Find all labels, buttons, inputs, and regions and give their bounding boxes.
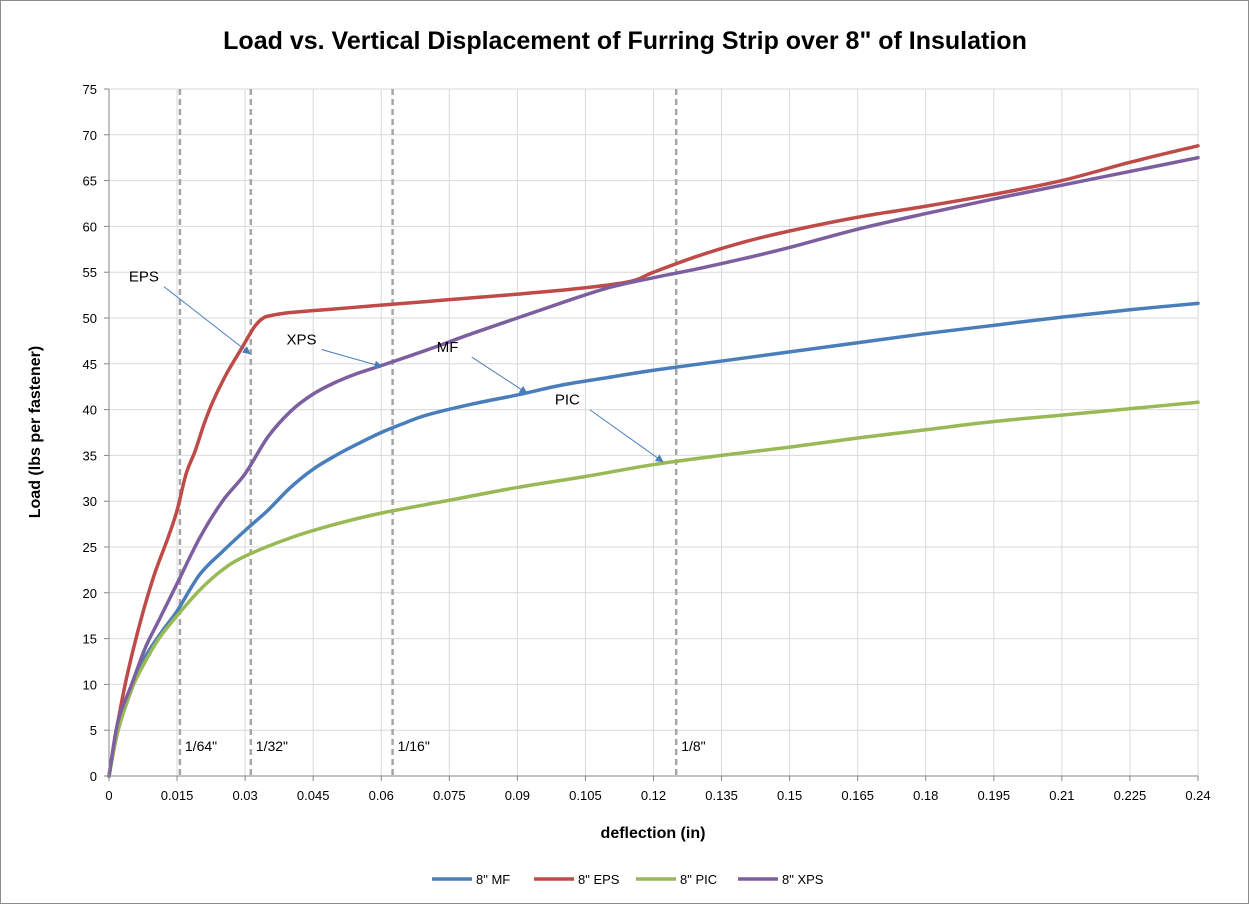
- legend: 8" MF 8" EPS 8" PIC 8" XPS: [432, 872, 824, 887]
- series-line-8-eps: [107, 144, 1200, 778]
- y-tick-label: 60: [83, 219, 97, 234]
- y-tick-label: 10: [83, 677, 97, 692]
- x-tick-label: 0.15: [777, 788, 802, 803]
- x-tick-label: 0.135: [705, 788, 738, 803]
- y-tick-label: 5: [90, 723, 97, 738]
- series-line-8-mf: [107, 301, 1200, 778]
- reference-line-label: 1/64": [185, 738, 217, 754]
- x-tick-label: 0.165: [841, 788, 874, 803]
- y-tick-label: 40: [83, 403, 97, 418]
- y-tick-label: 20: [83, 586, 97, 601]
- annotation-label: MF: [437, 339, 459, 356]
- y-axis-label: Load (lbs per fastener): [27, 346, 44, 518]
- x-tick-label: 0.015: [161, 788, 194, 803]
- y-tick-label: 0: [90, 769, 97, 784]
- x-tick-label: 0.195: [978, 788, 1011, 803]
- y-tick-label: 75: [83, 82, 97, 97]
- y-tick-label: 55: [83, 265, 97, 280]
- series-lines: [107, 144, 1200, 778]
- x-tick-label: 0.12: [641, 788, 666, 803]
- x-tick-label: 0.24: [1185, 788, 1210, 803]
- annotations: EPS XPS MF PIC: [129, 269, 664, 463]
- reference-lines: 1/64" 1/32" 1/16" 1/8": [178, 89, 706, 776]
- annotation-label: EPS: [129, 269, 159, 286]
- legend-label: 8" MF: [476, 872, 510, 887]
- reference-line-label: 1/32": [256, 738, 288, 754]
- annotation-leader: [163, 286, 251, 355]
- x-tick-label: 0.03: [232, 788, 257, 803]
- x-tick-label: 0: [105, 788, 112, 803]
- x-tick-label: 0.06: [369, 788, 394, 803]
- y-tick-label: 45: [83, 357, 97, 372]
- x-tick-label: 0.18: [913, 788, 938, 803]
- axes: 0 0.015 0.03 0.045 0.06 0.075 0.09 0.105 0.12 0.1…: [83, 82, 1211, 803]
- x-axis-label: deflection (in): [601, 825, 706, 842]
- y-tick-label: 30: [83, 494, 97, 509]
- annotation-leader: [589, 409, 664, 463]
- reference-line-label: 1/8": [681, 738, 705, 754]
- annotation-label: XPS: [287, 331, 317, 348]
- annotation-label: PIC: [555, 392, 580, 409]
- x-tick-label: 0.075: [433, 788, 466, 803]
- chart-title: Load vs. Vertical Displacement of Furrin…: [223, 27, 1027, 55]
- x-tick-label: 0.21: [1049, 788, 1074, 803]
- legend-label: 8" XPS: [782, 872, 824, 887]
- y-tick-label: 25: [83, 540, 97, 555]
- annotation-leader: [471, 356, 528, 394]
- y-tick-label: 70: [83, 128, 97, 143]
- y-tick-label: 35: [83, 448, 97, 463]
- legend-label: 8" EPS: [578, 872, 620, 887]
- x-tick-label: 0.045: [297, 788, 330, 803]
- y-tick-label: 65: [83, 174, 97, 189]
- y-tick-label: 50: [83, 311, 97, 326]
- gridlines: [108, 88, 1199, 777]
- x-tick-label: 0.225: [1114, 788, 1147, 803]
- series-line-8-pic: [107, 400, 1200, 778]
- y-tick-label: 15: [83, 632, 97, 647]
- x-tick-label: 0.105: [569, 788, 602, 803]
- series-line-8-xps: [107, 155, 1200, 778]
- annotation-leader: [321, 348, 383, 369]
- x-tick-label: 0.09: [505, 788, 530, 803]
- legend-label: 8" PIC: [680, 872, 717, 887]
- reference-line-label: 1/16": [398, 738, 430, 754]
